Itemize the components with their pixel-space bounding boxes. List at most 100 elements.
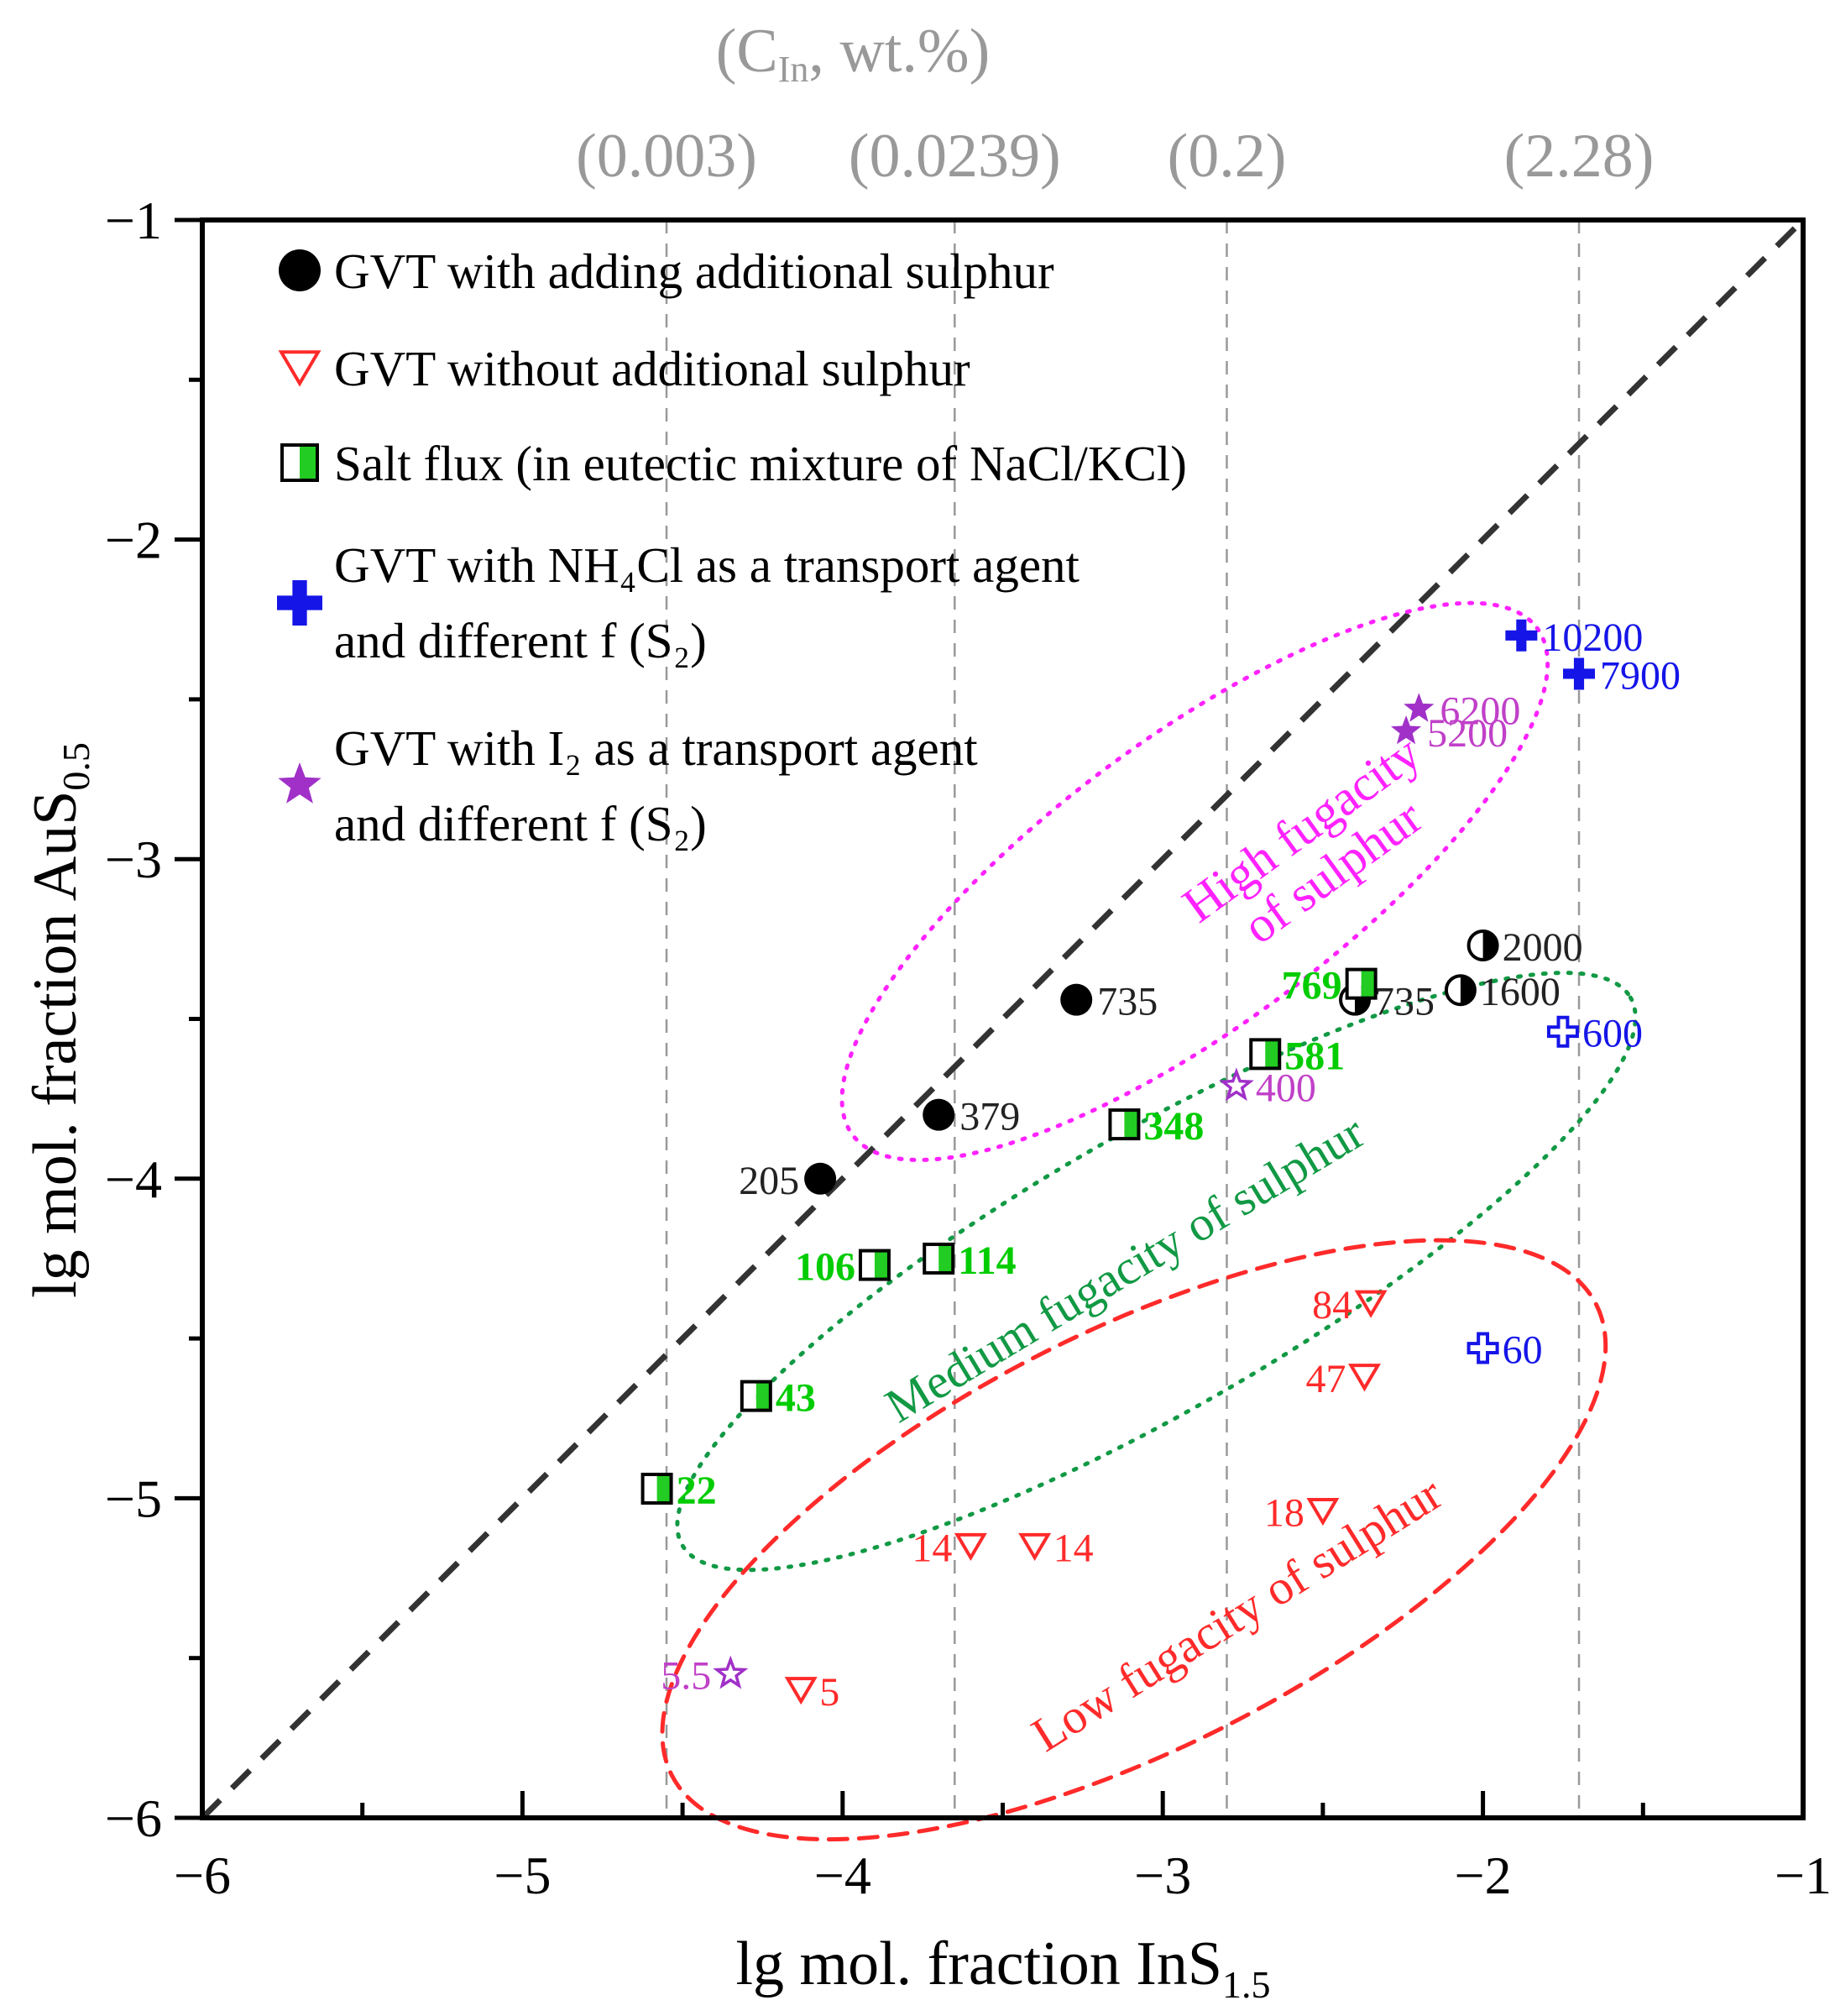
region-ellipse bbox=[660, 1238, 1608, 1842]
marker-shape bbox=[279, 249, 321, 291]
data-point bbox=[923, 1098, 955, 1131]
marker-shape-border bbox=[1249, 1038, 1282, 1071]
legend-label: GVT with NH₄Cl as a transport agent bbox=[334, 537, 1080, 593]
legend-label: and different f (S₂) bbox=[334, 796, 707, 851]
y-tick-label: −4 bbox=[105, 1149, 162, 1209]
data-label: 114 bbox=[958, 1238, 1016, 1283]
y-tick-label: −2 bbox=[105, 511, 162, 570]
marker-shape-right bbox=[755, 1381, 771, 1411]
data-point bbox=[1306, 1498, 1340, 1526]
data-point bbox=[1466, 929, 1499, 961]
marker-shape bbox=[1354, 1290, 1388, 1318]
marker-shape bbox=[804, 1162, 837, 1195]
marker-shape-border bbox=[923, 1242, 955, 1275]
legend-marker bbox=[278, 350, 322, 387]
marker-shape bbox=[954, 1532, 987, 1562]
marker-shape-border bbox=[858, 1249, 891, 1281]
legend-item: GVT with NH₄Cl as a transport agent and d… bbox=[277, 537, 1080, 668]
data-label: 5200 bbox=[1427, 711, 1508, 756]
x-tick-label: −2 bbox=[1455, 1846, 1512, 1905]
data-point bbox=[1347, 1364, 1381, 1392]
data-point bbox=[804, 1162, 837, 1195]
data-label: 400 bbox=[1256, 1066, 1316, 1110]
marker-shape-right bbox=[1361, 969, 1376, 998]
data-label: 18 bbox=[1264, 1491, 1304, 1536]
legend-item: GVT with adding additional sulphur bbox=[279, 243, 1054, 299]
data-label: 735 bbox=[1374, 980, 1435, 1024]
legend-label: GVT with I₂ as a transport agent bbox=[334, 720, 978, 776]
marker-shape bbox=[278, 762, 322, 804]
marker-shape-border bbox=[740, 1380, 772, 1412]
data-point bbox=[1563, 657, 1596, 690]
data-point bbox=[1546, 1015, 1579, 1048]
marker-shape bbox=[713, 1655, 749, 1689]
data-point bbox=[1108, 1108, 1141, 1141]
data-series: 22 43 106 114 348 581 769 bbox=[640, 964, 1378, 1513]
data-label: 2000 bbox=[1503, 925, 1583, 970]
marker-shape-border bbox=[1108, 1108, 1141, 1141]
data-series: 600 60 bbox=[1466, 1012, 1643, 1373]
data-point bbox=[640, 1472, 673, 1505]
top-axis-tick-label: (0.0239) bbox=[849, 122, 1061, 191]
legend-marker bbox=[277, 580, 322, 626]
data-label: 106 bbox=[795, 1245, 855, 1290]
top-axis-title-part: (C bbox=[716, 17, 778, 86]
data-label: 379 bbox=[959, 1095, 1020, 1139]
data-label: 5 bbox=[819, 1670, 839, 1715]
marker-shape bbox=[1306, 1498, 1340, 1526]
legend-label: and different f (S₂) bbox=[334, 613, 707, 668]
marker-shape bbox=[1466, 1332, 1499, 1364]
legend-item: GVT without additional sulphur bbox=[278, 341, 970, 396]
y-axis-label-main: lg mol. fraction AuS bbox=[21, 791, 90, 1298]
marker-shape-border bbox=[640, 1472, 673, 1505]
data-label: 348 bbox=[1143, 1104, 1204, 1149]
marker-shape bbox=[1563, 657, 1596, 690]
x-axis-label-main: lg mol. fraction InS bbox=[735, 1930, 1222, 1998]
legend-marker bbox=[279, 249, 321, 291]
y-axis-label: lg mol. fraction AuS0.5 bbox=[21, 742, 97, 1298]
top-axis-title: (CIn, wt.%) bbox=[716, 17, 990, 90]
data-label: 735 bbox=[1097, 980, 1158, 1024]
marker-shape-left bbox=[741, 1381, 756, 1411]
y-tick-label: −3 bbox=[105, 830, 162, 889]
data-label: 600 bbox=[1582, 1012, 1643, 1056]
marker-shape-right bbox=[1124, 1110, 1139, 1139]
data-label: 84 bbox=[1312, 1283, 1352, 1327]
marker-shape bbox=[1404, 693, 1435, 722]
data-point bbox=[1018, 1532, 1052, 1562]
x-axis-label-subscript: 1.5 bbox=[1222, 1963, 1271, 2006]
top-axis-tick-label: (0.003) bbox=[576, 122, 757, 191]
data-point bbox=[1060, 983, 1093, 1016]
marker-shape bbox=[1546, 1015, 1579, 1048]
data-point bbox=[784, 1677, 818, 1705]
data-point bbox=[1354, 1290, 1388, 1318]
data-label: 60 bbox=[1503, 1328, 1543, 1373]
data-point bbox=[1249, 1038, 1282, 1071]
data-label: 7900 bbox=[1600, 653, 1681, 698]
x-tick-label: −6 bbox=[174, 1846, 231, 1905]
top-axis-title-part: , wt.%) bbox=[808, 17, 990, 86]
legend-label: GVT with adding additional sulphur bbox=[334, 243, 1054, 299]
region-label: Low fugacity of sulphur bbox=[1022, 1466, 1451, 1762]
data-point bbox=[1404, 693, 1435, 722]
data-point bbox=[1391, 715, 1422, 745]
legend-marker bbox=[280, 443, 319, 482]
data-label: 581 bbox=[1284, 1034, 1345, 1078]
marker-shape bbox=[923, 1098, 955, 1131]
legend-label: GVT without additional sulphur bbox=[334, 341, 970, 396]
region-ellipse bbox=[675, 971, 1638, 1573]
marker-shape-left bbox=[860, 1250, 875, 1280]
data-point bbox=[858, 1249, 891, 1281]
marker-shape-border bbox=[280, 443, 319, 482]
marker-shape bbox=[1219, 1067, 1254, 1102]
data-label: 43 bbox=[776, 1376, 816, 1421]
top-axis-tick-label: (0.2) bbox=[1168, 122, 1287, 191]
top-axis-title-subscript: In bbox=[778, 49, 809, 90]
data-point bbox=[954, 1532, 987, 1562]
data-label: 10200 bbox=[1542, 615, 1643, 660]
data-series: 205 379 735 bbox=[739, 980, 1158, 1203]
x-axis-label: lg mol. fraction InS1.5 bbox=[735, 1930, 1270, 2006]
data-point bbox=[1219, 1067, 1254, 1102]
